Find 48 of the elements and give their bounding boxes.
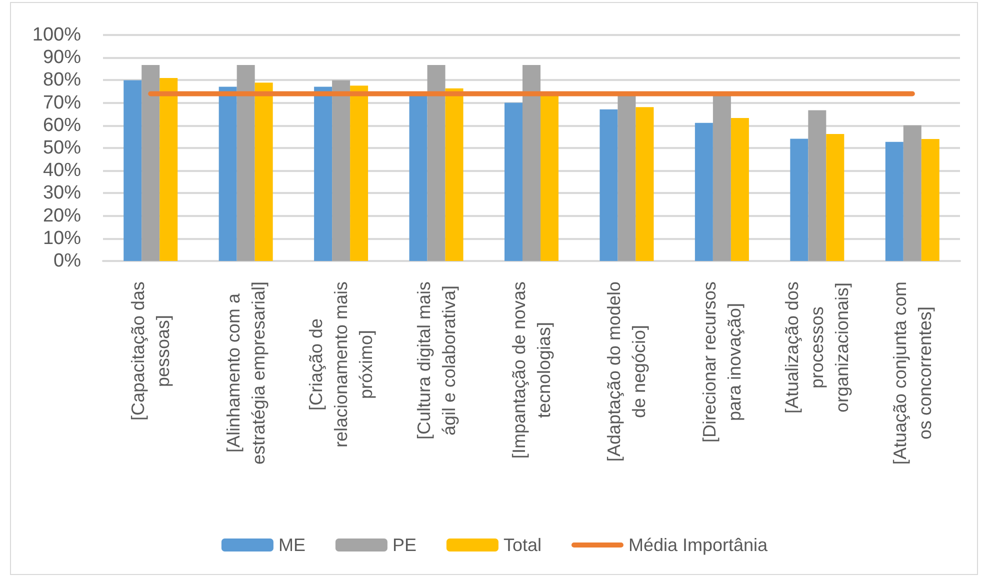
y-tick-label: 30% (42, 182, 82, 204)
bar (600, 109, 618, 261)
legend-label: ME (278, 535, 306, 555)
x-tick-label: [Atualização dos processos organizacionais] (782, 281, 852, 414)
x-tick-label: [Cultura digital mais ágil e colaborativa] (414, 281, 459, 440)
bar (254, 82, 273, 261)
bar (427, 65, 446, 261)
bar (636, 107, 654, 261)
bar (160, 78, 178, 261)
x-tick-label: [Capacitação das pessoas] (128, 281, 174, 421)
bar (712, 95, 731, 261)
bar (921, 138, 940, 261)
y-tick-label: 50% (42, 138, 82, 158)
bar (332, 80, 350, 261)
bar (350, 86, 368, 261)
bar (618, 95, 636, 261)
bar (694, 122, 713, 261)
y-tick-label: 80% (42, 70, 82, 91)
legend-label: Total (503, 535, 542, 555)
y-tick-label: 20% (42, 205, 82, 226)
x-tick-label: [Criação de relacionamento mais próximo] (306, 281, 376, 448)
x-tick-label: [Adaptação do modelo de negócio] (604, 281, 650, 462)
bar (218, 86, 237, 261)
bar (903, 125, 922, 261)
y-tick-label: 10% (42, 228, 82, 249)
bar (808, 110, 826, 261)
bar (445, 88, 464, 261)
y-tick-label: 60% (42, 114, 82, 136)
bar (522, 65, 540, 261)
y-tick-label: 70% (42, 92, 82, 114)
x-tick-label: [Impantação de novas tecnologias] (509, 281, 554, 459)
bar (790, 138, 808, 261)
y-tick-label: 90% (42, 47, 82, 68)
bar (885, 142, 904, 261)
y-tick-label: 40% (42, 160, 82, 182)
bar (314, 86, 332, 261)
bar (124, 80, 142, 261)
x-tick-label: [Alinhamento com a estratégia empresarial] (223, 281, 268, 465)
y-tick-label: 100% (32, 24, 82, 46)
bar (142, 65, 160, 261)
bar (730, 118, 749, 261)
y-tick-label: 0% (54, 250, 82, 272)
bar (236, 65, 255, 261)
bar (504, 102, 522, 261)
legend-label: Média Importânia (628, 535, 769, 555)
x-tick-label: [Atuação conjunta com os concorrentes] (890, 281, 935, 465)
legend-label: PE (392, 535, 416, 555)
bar (826, 134, 844, 261)
